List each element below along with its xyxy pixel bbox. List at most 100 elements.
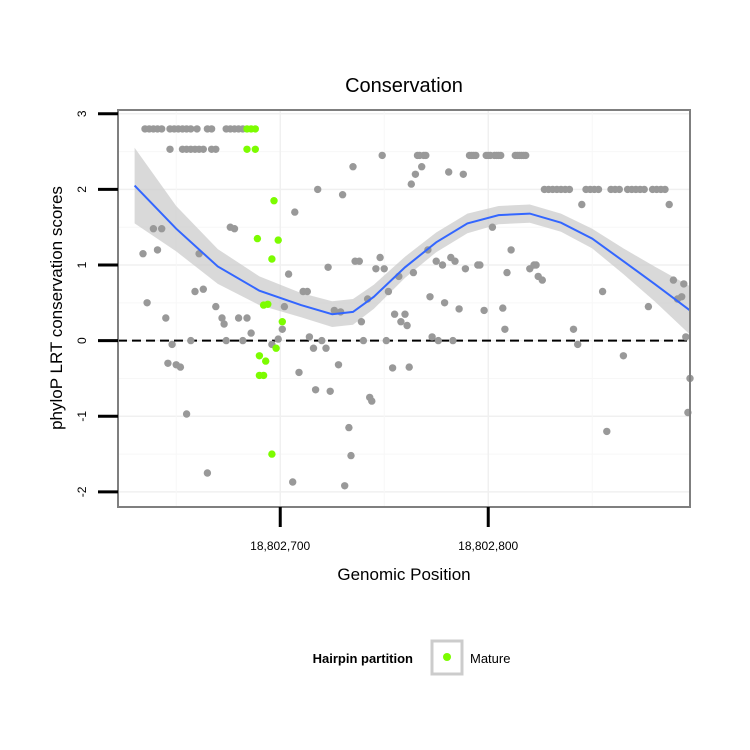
point-mature: [251, 125, 259, 133]
point-other: [451, 257, 459, 265]
point-other: [522, 151, 530, 160]
point-other: [507, 246, 515, 254]
y-tick-label: 1: [75, 261, 89, 268]
point-other: [449, 336, 457, 345]
point-other: [303, 287, 311, 296]
point-other: [191, 287, 199, 296]
point-other: [280, 302, 289, 311]
point-other: [239, 336, 247, 345]
point-other: [368, 397, 376, 405]
point-other: [158, 125, 166, 133]
point-mature: [268, 255, 276, 263]
point-other: [199, 285, 207, 293]
point-other: [678, 293, 686, 301]
point-other: [164, 359, 172, 367]
point-other: [284, 270, 293, 278]
chart-title: Conservation: [345, 75, 463, 97]
point-other: [680, 280, 688, 288]
y-tick-label: -2: [75, 486, 89, 497]
point-other: [357, 318, 366, 326]
point-other: [334, 361, 343, 369]
point-other: [401, 310, 409, 318]
point-other: [324, 263, 332, 271]
point-other: [380, 265, 388, 273]
point-other: [222, 336, 230, 345]
panel-border: [117, 109, 691, 508]
point-other: [376, 253, 384, 262]
point-other: [461, 265, 470, 273]
point-other: [499, 304, 507, 312]
point-other: [322, 344, 330, 352]
point-other: [359, 336, 368, 345]
point-other: [538, 276, 546, 284]
point-other: [459, 170, 467, 178]
point-other: [295, 368, 303, 377]
point-other: [405, 363, 413, 371]
legend-label-mature: Mature: [470, 651, 510, 666]
point-mature: [278, 318, 286, 326]
point-other: [440, 299, 449, 307]
point-other: [472, 151, 480, 160]
point-other: [390, 310, 399, 318]
smooth-line: [133, 184, 691, 316]
point-other: [426, 293, 434, 301]
point-other: [291, 208, 299, 216]
point-other: [594, 185, 603, 194]
x-tick-label: 18,802,800: [458, 539, 518, 553]
y-tick-label: 3: [75, 110, 89, 117]
point-other: [199, 145, 207, 153]
point-other: [234, 314, 243, 322]
point-other: [289, 478, 297, 486]
point-other: [187, 336, 195, 345]
point-other: [497, 151, 505, 160]
point-other: [407, 180, 415, 188]
point-other: [372, 265, 380, 273]
point-other: [187, 125, 195, 133]
x-axis: 18,802,700 18,802,800: [250, 507, 519, 553]
point-other: [488, 223, 497, 231]
point-other: [501, 325, 509, 333]
point-other: [212, 302, 220, 311]
point-other: [309, 344, 318, 352]
point-other: [243, 314, 251, 322]
point-other: [278, 325, 286, 333]
point-other: [438, 261, 447, 269]
legend: Hairpin partition Mature: [313, 639, 510, 676]
point-other: [384, 287, 393, 296]
point-other: [574, 340, 582, 349]
point-other: [565, 185, 574, 194]
point-other: [338, 191, 347, 199]
point-other: [139, 250, 147, 258]
point-other: [153, 246, 162, 254]
point-mature: [259, 371, 268, 380]
point-mature: [255, 352, 264, 360]
point-other: [603, 427, 611, 436]
point-other: [378, 151, 386, 160]
y-axis: -2 -1 0 1 2 3: [75, 110, 118, 497]
point-other: [311, 386, 320, 394]
point-other: [305, 333, 314, 341]
point-other: [532, 261, 540, 269]
point-other: [503, 268, 511, 277]
point-other: [382, 336, 390, 345]
point-mature: [251, 145, 259, 153]
point-other: [665, 200, 673, 209]
point-other: [445, 168, 453, 176]
point-other: [388, 364, 397, 372]
point-other: [314, 185, 322, 194]
point-mature: [262, 357, 270, 365]
point-other: [274, 335, 282, 343]
y-tick-label: -1: [75, 411, 89, 422]
point-other: [476, 261, 484, 269]
point-other: [428, 333, 436, 341]
point-other: [619, 352, 628, 360]
point-other: [578, 200, 586, 209]
point-other: [682, 333, 690, 341]
point-other: [569, 325, 578, 333]
point-other: [326, 387, 334, 395]
point-other: [247, 329, 255, 337]
point-other: [220, 320, 228, 328]
point-other: [347, 451, 355, 460]
point-other: [166, 145, 174, 153]
point-other: [345, 423, 353, 432]
